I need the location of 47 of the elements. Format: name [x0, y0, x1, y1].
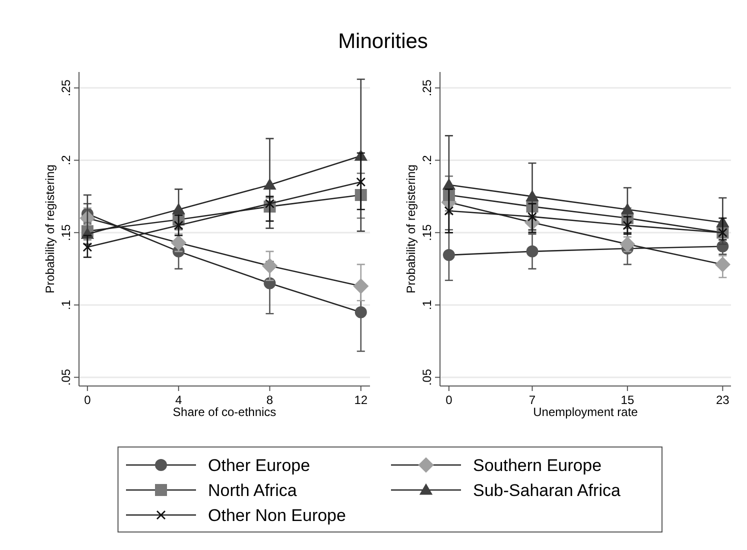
point — [622, 220, 632, 230]
point — [526, 245, 538, 258]
x-tick-label: 23 — [716, 393, 730, 407]
x-tick-label: 8 — [266, 393, 274, 407]
legend-label: Southern Europe — [473, 456, 602, 475]
y-tick-label: .1 — [420, 300, 434, 310]
point — [170, 234, 186, 251]
point — [444, 206, 454, 216]
x-tick-label: 0 — [446, 393, 453, 407]
x-axis-title: Share of co-ethnics — [172, 405, 276, 419]
x-tick-label: 0 — [84, 393, 92, 407]
x-axis-title: Unemployment rate — [533, 405, 638, 419]
legend-label: Other Europe — [208, 456, 310, 475]
x-tick-label: 15 — [620, 393, 634, 407]
x-tick-label: 4 — [175, 393, 182, 407]
x-tick-label: 12 — [354, 393, 368, 407]
y-tick-label: .25 — [420, 79, 434, 96]
point — [528, 212, 537, 222]
y-axis-title: Probability of registering — [43, 164, 57, 294]
point — [262, 258, 278, 274]
y-tick-label: .25 — [59, 79, 73, 96]
y-tick-label: .15 — [59, 224, 73, 241]
y-tick-label: .2 — [420, 154, 434, 166]
x-tick-label: 7 — [528, 393, 536, 407]
point — [354, 306, 367, 318]
point — [172, 202, 186, 214]
y-tick-label: .2 — [59, 154, 73, 166]
y-tick-label: .05 — [59, 368, 73, 386]
chart-title: Minorities — [338, 30, 428, 53]
point — [442, 249, 455, 262]
point — [263, 178, 276, 190]
point — [265, 199, 274, 208]
y-tick-label: .15 — [420, 224, 434, 241]
y-tick-label: .1 — [59, 300, 73, 310]
point — [620, 236, 636, 252]
point — [526, 190, 539, 202]
point — [356, 177, 366, 186]
legend-label: Other Non Europe — [208, 506, 346, 525]
point — [620, 202, 634, 214]
point — [82, 242, 92, 252]
y-axis-title: Probability of registering — [404, 164, 418, 294]
legend-label: Sub-Saharan Africa — [473, 481, 621, 500]
y-tick-label: .05 — [420, 368, 434, 386]
point — [174, 220, 184, 230]
point — [714, 256, 730, 272]
point — [353, 278, 369, 294]
legend-label: North Africa — [208, 481, 298, 500]
